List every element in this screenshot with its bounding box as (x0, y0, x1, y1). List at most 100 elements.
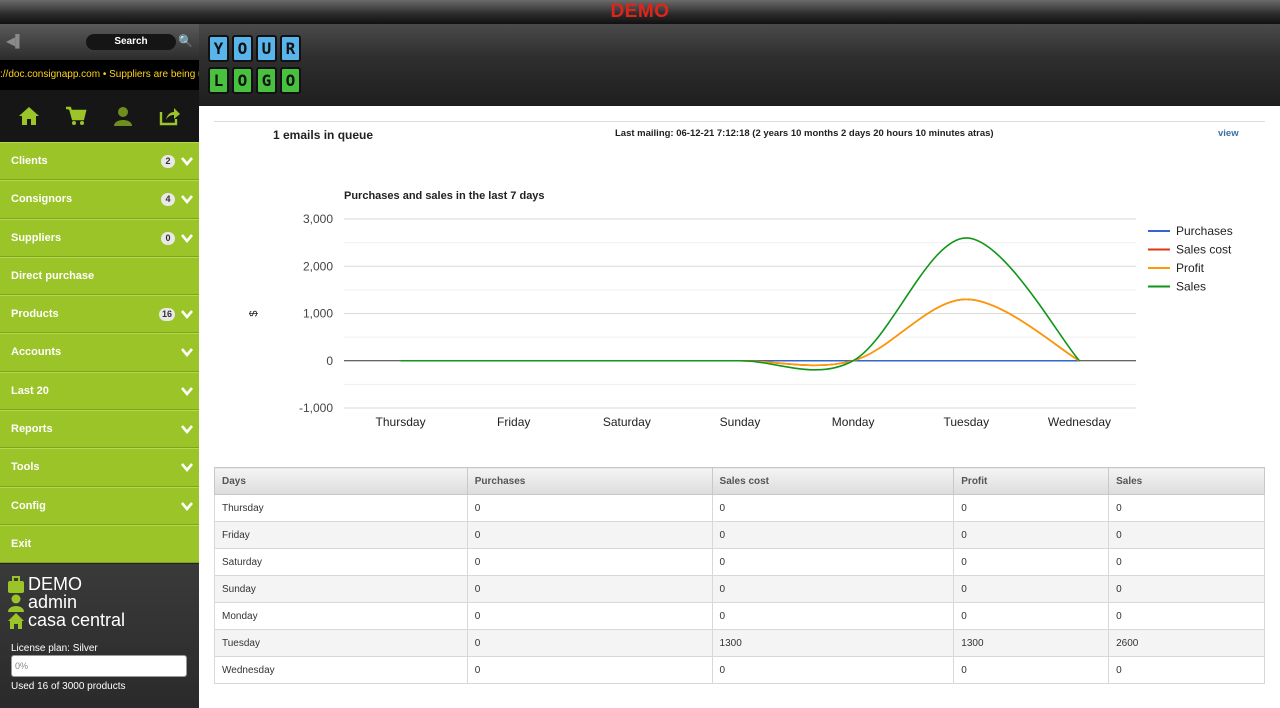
table-cell: 0 (953, 602, 1110, 630)
count-badge: 16 (158, 308, 175, 322)
sidebar-item-label: Reports (11, 423, 53, 436)
logo-letter: R (280, 35, 301, 62)
chevron-down-icon[interactable] (180, 231, 194, 245)
y-tick-label: 3,000 (303, 212, 333, 226)
table-row: Friday 0 0 0 0 (214, 521, 1265, 549)
view-link[interactable]: view (1218, 128, 1239, 139)
table-cell: Friday (214, 521, 468, 549)
count-badge: 4 (161, 193, 175, 207)
table-cell: 0 (953, 548, 1110, 576)
email-queue-status: 1 emails in queue (273, 128, 374, 142)
table-cell: 1300 (711, 629, 955, 657)
table-cell: 0 (1108, 575, 1265, 603)
chevron-down-icon[interactable] (180, 422, 194, 436)
demo-banner: DEMO (0, 0, 1280, 24)
license-plan: License plan: Silver (11, 643, 98, 654)
sidebar: ◀▌ Search 🔍 ://doc.consignapp.com • Supp… (0, 24, 199, 708)
chevron-down-icon[interactable] (180, 307, 194, 321)
count-badge: 0 (161, 231, 175, 245)
location-row: casa central (7, 611, 125, 630)
sidebar-item-suppliers[interactable]: Suppliers 0 (0, 218, 199, 257)
chevron-down-icon[interactable] (180, 499, 194, 513)
table-row: Thursday 0 0 0 0 (214, 494, 1265, 522)
table-cell: 0 (466, 521, 713, 549)
collapse-sidebar-icon[interactable]: ◀▌ (6, 34, 24, 48)
table-cell: 0 (711, 494, 955, 522)
summary-table: Days Purchases Sales cost Profit Sales Thurs… (214, 467, 1265, 684)
table-cell: 0 (466, 548, 713, 576)
sidebar-item-tools[interactable]: Tools (0, 448, 199, 487)
chevron-down-icon[interactable] (180, 154, 194, 168)
sidebar-item-direct-purchase[interactable]: Direct purchase (0, 256, 199, 296)
sidebar-item-config[interactable]: Config (0, 486, 199, 525)
legend-label: Profit (1176, 261, 1205, 275)
x-tick-label: Friday (497, 415, 530, 429)
legend-label: Sales (1176, 280, 1206, 294)
x-tick-label: Sunday (720, 415, 761, 429)
username-row: admin (7, 593, 77, 612)
share-icon[interactable] (158, 104, 182, 128)
username: admin (28, 592, 78, 612)
purchases-sales-chart: Purchases and sales in the last 7 days 3,… (248, 190, 1233, 429)
x-tick-label: Thursday (376, 415, 426, 429)
logo-letter: L (208, 67, 229, 94)
column-header[interactable]: Sales cost (711, 467, 955, 495)
x-tick-label: Saturday (603, 415, 651, 429)
chevron-down-icon[interactable] (180, 384, 194, 398)
x-tick-label: Monday (832, 415, 875, 429)
table-cell: Sunday (214, 575, 468, 603)
sidebar-item-label: Accounts (11, 346, 62, 359)
y-axis-label: $ (248, 310, 260, 316)
news-ticker: ://doc.consignapp.com • Suppliers are be… (0, 60, 199, 90)
column-header[interactable]: Profit (953, 467, 1110, 495)
logo-letter: O (232, 35, 253, 62)
sidebar-item-clients[interactable]: Clients 2 (0, 142, 199, 181)
main-menu: Clients 2 Consignors 4 Suppliers 0 Direct purc… (0, 142, 199, 564)
search-icon[interactable]: 🔍 (178, 34, 193, 48)
column-header[interactable]: Days (214, 467, 468, 495)
sidebar-item-accounts[interactable]: Accounts (0, 333, 199, 372)
search-input[interactable]: Search (86, 34, 176, 50)
chevron-down-icon[interactable] (180, 460, 194, 474)
table-row: Sunday 0 0 0 0 (214, 575, 1265, 603)
divider (214, 121, 1265, 122)
chevron-down-icon[interactable] (180, 192, 194, 206)
column-header[interactable]: Sales (1108, 467, 1265, 495)
table-row: Saturday 0 0 0 0 (214, 548, 1265, 576)
sidebar-item-consignors[interactable]: Consignors 4 (0, 180, 199, 219)
table-cell: 0 (711, 575, 955, 603)
legend-label: Purchases (1176, 224, 1233, 238)
y-tick-label: 0 (326, 354, 333, 368)
table-cell: 0 (1108, 602, 1265, 630)
logo-letter: O (232, 67, 253, 94)
table-cell: Saturday (214, 548, 468, 576)
location-name: casa central (28, 610, 126, 630)
table-cell: Thursday (214, 494, 468, 522)
sidebar-item-label: Config (11, 499, 46, 512)
user-icon[interactable] (111, 104, 135, 128)
cart-icon[interactable] (64, 104, 88, 128)
chevron-down-icon[interactable] (180, 345, 194, 359)
sidebar-item-exit[interactable]: Exit (0, 524, 199, 564)
logo-letter: O (280, 67, 301, 94)
sidebar-item-last-20[interactable]: Last 20 (0, 371, 199, 411)
table-header-row: Days Purchases Sales cost Profit Sales (214, 467, 1265, 495)
quick-icons (0, 90, 199, 142)
table-row: Wednesday 0 0 0 0 (214, 656, 1265, 684)
series-line-sales-cost (400, 298, 1080, 367)
table-cell: Tuesday (214, 629, 468, 657)
sidebar-item-reports[interactable]: Reports (0, 410, 199, 449)
column-header[interactable]: Purchases (466, 467, 713, 495)
search-bar: ◀▌ Search 🔍 (0, 24, 199, 60)
home-icon (8, 612, 24, 629)
sidebar-item-products[interactable]: Products 16 (0, 295, 199, 334)
user-panel: DEMO admin casa central License plan: Si… (0, 564, 199, 708)
y-tick-label: 1,000 (303, 307, 333, 321)
table-cell: 0 (1108, 656, 1265, 684)
table-cell: 0 (953, 575, 1110, 603)
last-mailing-info: Last mailing: 06-12-21 7:12:18 (2 years … (615, 128, 994, 139)
sidebar-item-label: Consignors (11, 193, 73, 206)
sidebar-item-label: Products (11, 308, 59, 321)
home-icon[interactable] (17, 104, 41, 128)
